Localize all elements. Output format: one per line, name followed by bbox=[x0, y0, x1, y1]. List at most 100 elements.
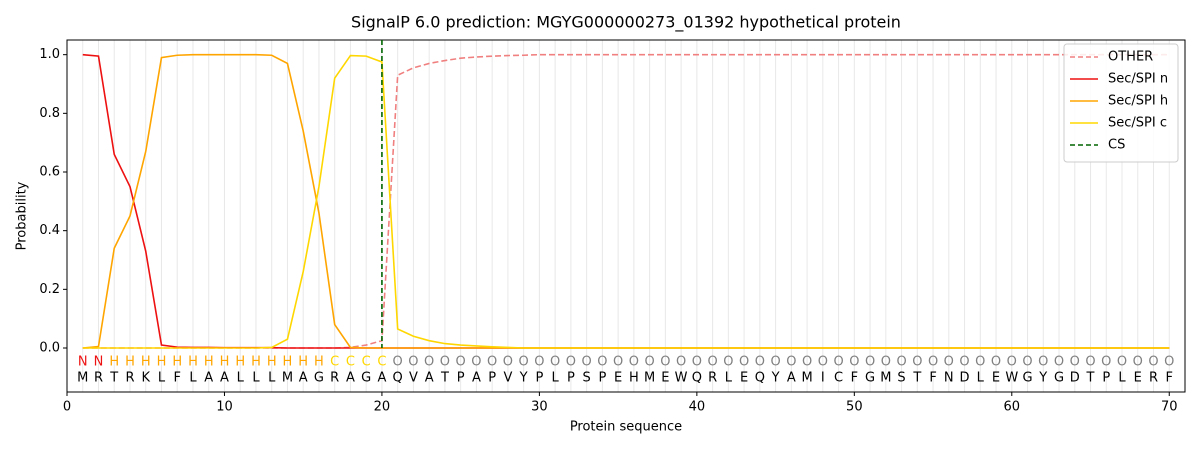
residue: A bbox=[299, 371, 308, 386]
residue: P bbox=[567, 371, 575, 386]
residue: L bbox=[725, 371, 733, 386]
residue-class: O bbox=[975, 355, 985, 370]
legend-label: Sec/SPI n bbox=[1108, 72, 1168, 87]
residue-class: O bbox=[1148, 355, 1158, 370]
x-tick-label: 30 bbox=[531, 400, 548, 415]
residue-class: C bbox=[330, 355, 339, 370]
x-tick-label: 20 bbox=[374, 400, 391, 415]
residue-class: O bbox=[818, 355, 828, 370]
residue-class: C bbox=[377, 355, 386, 370]
residue: L bbox=[1118, 371, 1126, 386]
residue: S bbox=[583, 371, 591, 386]
residue-class: O bbox=[582, 355, 592, 370]
residue-class: H bbox=[235, 355, 245, 370]
residue: E bbox=[1134, 371, 1142, 386]
residue-class: O bbox=[1117, 355, 1127, 370]
residue-class: O bbox=[802, 355, 812, 370]
residue: L bbox=[252, 371, 260, 386]
y-tick-label: 0.2 bbox=[39, 282, 60, 297]
residue: L bbox=[158, 371, 166, 386]
residue-class: O bbox=[676, 355, 686, 370]
residue-class: O bbox=[1054, 355, 1064, 370]
residue: F bbox=[851, 371, 858, 386]
residue: V bbox=[503, 371, 512, 386]
residue: L bbox=[237, 371, 245, 386]
residue: V bbox=[409, 371, 418, 386]
x-tick-label: 40 bbox=[689, 400, 706, 415]
residue-class: O bbox=[755, 355, 765, 370]
residue-class: H bbox=[267, 355, 277, 370]
residue: C bbox=[834, 371, 843, 386]
residue: R bbox=[330, 371, 339, 386]
series-line bbox=[82, 53, 1170, 349]
residue-class: H bbox=[188, 355, 198, 370]
residue-class: C bbox=[346, 355, 355, 370]
residue: F bbox=[1166, 371, 1173, 386]
residue-class: O bbox=[566, 355, 576, 370]
residue-class: H bbox=[314, 355, 324, 370]
residue-class: O bbox=[613, 355, 623, 370]
residue: P bbox=[535, 371, 543, 386]
residue-class: O bbox=[424, 355, 434, 370]
residue-class: O bbox=[408, 355, 418, 370]
residue-class: O bbox=[393, 355, 403, 370]
residue: T bbox=[1086, 371, 1095, 386]
residue-class: O bbox=[849, 355, 859, 370]
residue-class: O bbox=[692, 355, 702, 370]
y-tick-label: 0.8 bbox=[39, 106, 60, 121]
residue-class: O bbox=[1164, 355, 1174, 370]
legend-label: Sec/SPI c bbox=[1108, 116, 1167, 131]
residue-class: H bbox=[125, 355, 135, 370]
residue-class: O bbox=[440, 355, 450, 370]
residue-class: O bbox=[1070, 355, 1080, 370]
residue: A bbox=[787, 371, 796, 386]
residue-class: O bbox=[881, 355, 891, 370]
residue: T bbox=[109, 371, 118, 386]
residue-class: O bbox=[660, 355, 670, 370]
residue-class: H bbox=[251, 355, 261, 370]
residue-class: H bbox=[157, 355, 167, 370]
residue: R bbox=[125, 371, 134, 386]
residue: G bbox=[1054, 371, 1064, 386]
residue: Q bbox=[755, 371, 765, 386]
plot-frame bbox=[66, 39, 1186, 393]
residue-class: O bbox=[944, 355, 954, 370]
residue-class: N bbox=[94, 355, 104, 370]
x-axis-label: Protein sequence bbox=[570, 420, 682, 435]
residue: T bbox=[912, 371, 921, 386]
residue-class: H bbox=[283, 355, 293, 370]
residue: G bbox=[361, 371, 371, 386]
residue: M bbox=[282, 371, 293, 386]
residue: M bbox=[644, 371, 655, 386]
residue-class: O bbox=[534, 355, 544, 370]
residue-class: O bbox=[1038, 355, 1048, 370]
residue-class: O bbox=[786, 355, 796, 370]
residue: K bbox=[141, 371, 150, 386]
legend-label: Sec/SPI h bbox=[1108, 94, 1168, 109]
residue: F bbox=[929, 371, 936, 386]
residue: W bbox=[675, 371, 688, 386]
residue: G bbox=[314, 371, 324, 386]
residue-class: O bbox=[1101, 355, 1111, 370]
chart-title: SignalP 6.0 prediction: MGYG000000273_01… bbox=[351, 13, 901, 33]
residue: M bbox=[77, 371, 88, 386]
residue-class: O bbox=[865, 355, 875, 370]
series-line bbox=[82, 54, 1170, 349]
residue: A bbox=[346, 371, 355, 386]
residue-class: O bbox=[597, 355, 607, 370]
residue: E bbox=[992, 371, 1000, 386]
residue: E bbox=[661, 371, 669, 386]
residue-class: O bbox=[928, 355, 938, 370]
residue-class: O bbox=[645, 355, 655, 370]
residue: Y bbox=[771, 371, 780, 386]
residue: N bbox=[944, 371, 954, 386]
residue: L bbox=[189, 371, 197, 386]
x-tick-label: 50 bbox=[846, 400, 863, 415]
residue: A bbox=[204, 371, 213, 386]
residue: A bbox=[377, 371, 386, 386]
residue-class: O bbox=[487, 355, 497, 370]
residue: L bbox=[977, 371, 985, 386]
legend-label: OTHER bbox=[1108, 50, 1153, 65]
residue-class: O bbox=[912, 355, 922, 370]
residue: L bbox=[268, 371, 276, 386]
